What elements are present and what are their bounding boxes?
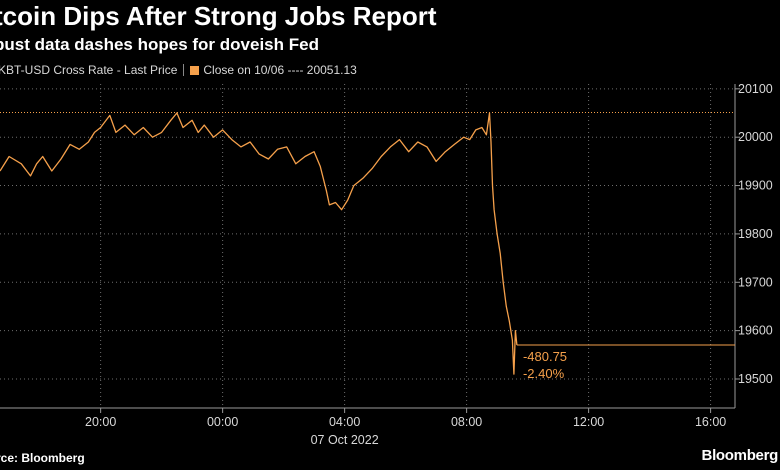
y-tick-label: 20000 [738,130,773,144]
chart-subtitle: bust data dashes hopes for doveish Fed [0,35,319,54]
x-tick-label: 08:00 [451,415,482,429]
y-tick-label: 19800 [738,227,773,241]
x-tick-label: 20:00 [85,415,116,429]
legend-swatch-icon [190,65,200,75]
chart-title: tcoin Dips After Strong Jobs Report [0,1,437,31]
x-tick-label: 12:00 [573,415,604,429]
legend-separator [183,64,185,76]
source-note: rce: Bloomberg [0,451,85,465]
x-date-label: 07 Oct 2022 [311,433,379,447]
bloomberg-logo: Bloomberg [701,447,779,464]
y-tick-label: 19700 [738,275,773,289]
series-line-price [0,112,518,375]
annotation-change: -480.75 [523,349,567,364]
legend-reference-label: Close on 10/06 ---- 20051.13 [203,63,357,77]
x-tick-label: 04:00 [329,415,360,429]
y-tick-label: 19600 [738,324,773,338]
annotation-percent: -2.40% [523,366,565,381]
legend-series-label: KBT-USD Cross Rate - Last Price [0,63,178,77]
x-tick-label: 00:00 [207,415,238,429]
y-tick-label: 19900 [738,179,773,193]
x-tick-label: 16:00 [695,415,726,429]
y-tick-label: 19500 [738,372,773,386]
chart-legend: KBT-USD Cross Rate - Last Price Close on… [0,63,357,77]
y-tick-label: 20100 [738,82,773,96]
